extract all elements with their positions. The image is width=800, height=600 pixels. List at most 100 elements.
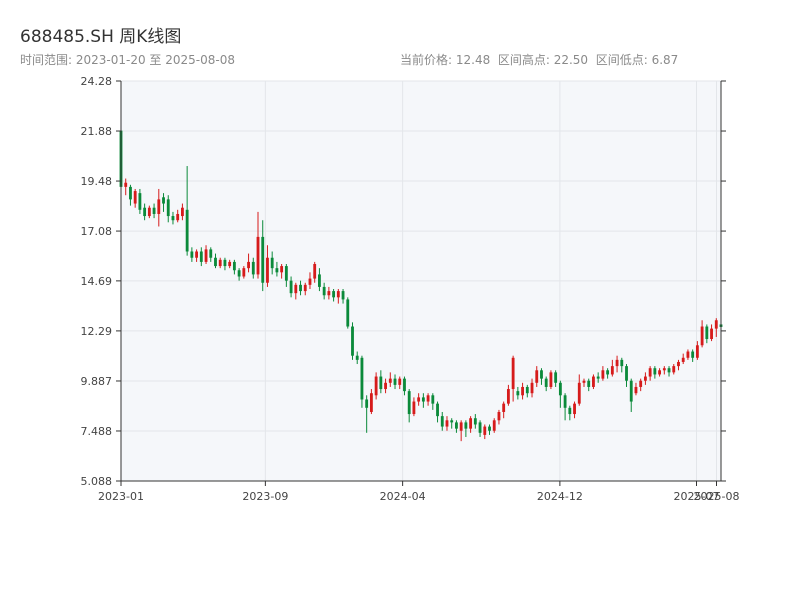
candle [237,268,241,281]
candle [369,389,373,415]
candle [351,322,354,360]
candle [299,280,302,296]
candle [147,205,151,219]
candle [171,211,175,225]
candle-body [209,249,213,258]
candle-body [327,291,331,296]
candle-body [445,420,449,427]
candle [483,424,487,440]
candle-body [162,197,165,204]
candle-body [516,391,520,396]
candle [346,297,350,329]
candle [610,359,614,377]
candle [681,353,685,365]
candle [497,409,501,425]
candle-body [648,368,652,377]
candle [511,355,515,402]
candle [658,368,661,377]
candle [535,366,539,387]
candle [544,376,548,392]
candle-body [643,376,647,381]
y-tick-label: 17.08 [81,225,113,238]
candle-body [336,291,340,298]
candle-body [492,420,496,431]
candle [280,263,284,279]
x-tick-label: 2023-09 [242,490,288,503]
candle-body [558,382,562,396]
candle-body [459,422,463,431]
candle-body [152,207,156,214]
candle [162,193,165,212]
chart-title: 688485.SH 周K线图 [20,27,182,47]
candle-body [436,403,439,417]
candle-body [568,407,572,415]
y-tick-label: 12.29 [81,325,113,338]
candle [129,184,132,206]
candle [662,366,666,375]
candle [166,195,170,223]
candle [412,397,416,417]
candle-body [384,382,387,390]
candle-body [667,368,671,373]
y-axis-ticks: 5.088 7.488 9.887 12.29 14.69 17.08 19.48 21.88… [81,75,726,488]
candle [596,372,600,383]
candle [303,282,307,296]
candle-body [695,345,699,358]
candle-body [431,395,435,404]
candle-body [360,357,364,400]
candle [582,378,586,387]
candle [677,359,680,371]
candle-body [190,251,194,258]
candle [695,341,699,360]
candle-body [639,380,643,387]
candle [204,245,208,264]
candle [209,247,213,262]
y-tick-label: 9.887 [81,375,113,388]
candle [639,378,643,392]
candle-body [308,278,312,285]
candle-body [303,284,307,292]
y-tick-label: 14.69 [81,275,113,288]
candle [473,414,477,429]
candle-body [714,320,718,329]
candle [247,253,250,273]
candle-body [658,370,661,375]
candle-body [138,193,142,210]
candle-body [261,236,265,283]
candle-body [710,328,713,340]
candle-body [464,422,468,429]
candle [554,370,558,387]
candle-body [369,393,373,412]
candle [629,378,633,412]
candle [313,261,317,283]
candle [436,401,439,423]
candle [270,251,274,275]
candle [488,424,491,435]
candle-body [199,251,203,262]
candle [157,188,161,227]
candle-body [672,366,676,373]
candle-body [417,397,421,402]
candle-body [157,199,161,214]
candle [606,368,610,379]
y-tick-label: 24.28 [81,75,113,88]
candle-body [379,376,383,390]
candle-body [540,370,543,379]
candle-body [426,395,430,402]
candle-body [185,209,189,252]
candle-body [629,380,633,402]
candle-body [412,401,416,415]
candle-body [223,259,227,267]
candle-body [625,366,628,381]
candle [620,357,624,373]
y-tick-label: 7.488 [81,425,113,438]
candle [431,393,435,410]
candle-body [313,263,317,279]
candle [648,366,652,381]
candle-body [596,376,600,379]
candle [379,370,383,394]
candle [228,259,232,269]
candle [261,220,265,292]
candle [710,324,713,342]
candle [455,420,458,433]
